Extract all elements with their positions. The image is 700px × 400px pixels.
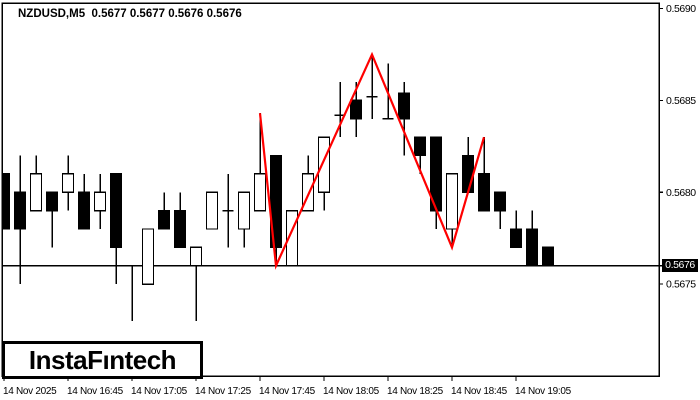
time-tick-label: 14 Nov 16:45 bbox=[67, 386, 124, 397]
time-tick-label: 14 Nov 17:45 bbox=[259, 386, 316, 397]
candle bbox=[541, 246, 555, 267]
price-tick-label: 0.5675 bbox=[666, 279, 696, 291]
candle-body bbox=[173, 209, 187, 249]
candle-body bbox=[109, 173, 123, 249]
time-tick-label: 14 Nov 17:05 bbox=[131, 386, 188, 397]
candle bbox=[525, 210, 539, 267]
chart-title: NZDUSD,M5 0.5677 0.5677 0.5676 0.5676 bbox=[18, 8, 242, 20]
candle bbox=[269, 154, 283, 266]
time-tick-label: 14 Nov 18:45 bbox=[451, 386, 508, 397]
candle-body bbox=[189, 246, 203, 267]
candle bbox=[461, 137, 475, 193]
time-tick-label: 14 Nov 18:05 bbox=[323, 386, 380, 397]
candle bbox=[477, 137, 491, 212]
candle bbox=[285, 209, 299, 267]
price-tick-label: 0.5690 bbox=[666, 3, 696, 15]
time-tick-label: 14 Nov 2025 bbox=[3, 386, 57, 397]
candle bbox=[45, 191, 59, 248]
price-tick-label: 0.5685 bbox=[666, 95, 696, 107]
candle-body bbox=[29, 173, 43, 212]
candle bbox=[157, 192, 171, 230]
candle-body bbox=[493, 191, 507, 212]
candle bbox=[366, 54, 378, 119]
candle-body bbox=[253, 173, 267, 212]
candles-layer bbox=[2, 54, 555, 321]
candle bbox=[77, 173, 91, 230]
candle bbox=[317, 136, 331, 211]
candle bbox=[29, 155, 43, 212]
candle bbox=[205, 191, 219, 230]
candle-body bbox=[2, 173, 11, 230]
candle-body bbox=[157, 209, 171, 230]
candle bbox=[109, 173, 123, 285]
candle bbox=[334, 82, 346, 138]
candle bbox=[301, 155, 315, 212]
candle-body bbox=[141, 228, 155, 285]
candle-body bbox=[397, 92, 411, 120]
candle-body bbox=[461, 154, 475, 193]
logo-text: InstaFıntech bbox=[28, 344, 177, 375]
time-tick-label: 14 Nov 19:05 bbox=[515, 386, 572, 397]
time-tick-label: 14 Nov 18:25 bbox=[387, 386, 444, 397]
candle bbox=[509, 210, 523, 249]
candle-body bbox=[269, 154, 283, 249]
candle bbox=[493, 191, 507, 230]
candle bbox=[222, 173, 234, 248]
candle bbox=[13, 155, 27, 285]
candle bbox=[126, 264, 138, 321]
instafintech-logo: InstaFıntech bbox=[2, 341, 203, 379]
candle-body bbox=[285, 209, 299, 267]
candle-body bbox=[13, 191, 27, 230]
candle-body bbox=[317, 136, 331, 193]
candle bbox=[445, 173, 459, 248]
candle bbox=[237, 191, 251, 248]
candle-body bbox=[61, 173, 75, 193]
candle-body bbox=[77, 191, 91, 230]
candle-body bbox=[349, 99, 363, 120]
candle-body bbox=[45, 191, 59, 212]
candle-body bbox=[93, 191, 107, 212]
time-tick-label: 14 Nov 17:25 bbox=[195, 386, 252, 397]
candle-body bbox=[477, 173, 491, 212]
candle-body bbox=[509, 228, 523, 249]
candle bbox=[61, 155, 75, 211]
candle bbox=[253, 113, 267, 212]
price-tick-label: 0.5680 bbox=[666, 187, 696, 199]
zigzag-line bbox=[258, 51, 486, 270]
candle-body bbox=[205, 191, 219, 230]
current-price-tag: 0.5676 bbox=[662, 259, 698, 272]
candle bbox=[2, 173, 11, 230]
candle-body bbox=[541, 246, 555, 267]
candle bbox=[189, 246, 203, 321]
candle-body bbox=[413, 136, 427, 157]
candle-body bbox=[445, 173, 459, 230]
candle bbox=[93, 173, 107, 230]
candle bbox=[173, 192, 187, 249]
candle bbox=[141, 228, 155, 285]
candle bbox=[397, 82, 411, 156]
candle-body bbox=[301, 173, 315, 212]
candle-body bbox=[525, 228, 539, 267]
candle-body bbox=[237, 191, 251, 230]
